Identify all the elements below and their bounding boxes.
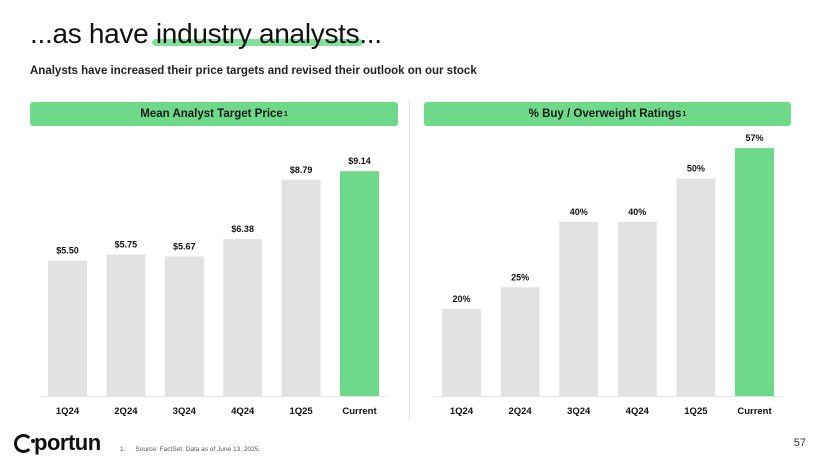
footnote: 1. Source: FactSet. Data as of June 13, 2… (120, 446, 260, 453)
price-bar-4q24 (223, 239, 263, 396)
title-highlight: industry analysts (151, 18, 364, 49)
buy-ratings-title: % Buy / Overweight Ratings (528, 108, 682, 120)
page-number: 57 (793, 437, 806, 449)
price-category-label: 4Q24 (231, 406, 255, 417)
price-value-label: $9.14 (348, 156, 371, 166)
buy-value-label: 40% (570, 207, 588, 217)
buy-ratings-chart: 20% 1Q24 25% 2Q24 40% 3Q24 40% 4Q24 50% 1Q25 57% Cu… (434, 133, 782, 417)
buy-value-label: 40% (628, 207, 646, 217)
buy-category-label: 4Q24 (626, 406, 650, 417)
buy-bar-1q24 (442, 309, 481, 396)
price-category-label: 2Q24 (114, 406, 138, 417)
price-value-label: $8.79 (290, 165, 313, 175)
buy-bar-1q25 (676, 178, 716, 396)
target-price-title: Mean Analyst Target Price (140, 108, 283, 120)
panel-divider (409, 100, 410, 420)
buy-category-label: Current (737, 406, 772, 417)
target-price-chart: $5.50 1Q24 $5.75 2Q24 $5.67 3Q24 $6.38 4Q24 $8.7… (40, 156, 387, 417)
buy-bar-4q24 (617, 222, 657, 396)
price-category-label: 3Q24 (173, 406, 197, 417)
buy-bar-current (735, 148, 774, 396)
price-value-label: $5.75 (115, 240, 138, 250)
logo-text: portun (34, 430, 101, 455)
price-value-label: $5.50 (56, 246, 79, 256)
price-category-label: Current (342, 406, 377, 417)
oportun-logo: portun (14, 430, 101, 456)
buy-bar-3q24 (559, 222, 599, 396)
price-bar-1q24 (48, 260, 87, 396)
price-bar-current (340, 171, 379, 396)
buy-category-label: 3Q24 (567, 406, 591, 417)
price-bar-1q25 (281, 179, 321, 396)
target-price-footnote-ref: 1 (283, 110, 288, 118)
buy-value-label: 50% (687, 164, 705, 174)
price-bar-2q24 (106, 254, 146, 396)
title-prefix: ...as have (30, 18, 156, 49)
price-category-label: 1Q24 (56, 406, 80, 417)
buy-value-label: 25% (511, 272, 529, 282)
buy-category-label: 2Q24 (508, 406, 532, 417)
price-category-label: 1Q25 (289, 406, 313, 417)
buy-value-label: 20% (452, 294, 470, 304)
price-value-label: $6.38 (231, 224, 254, 234)
buy-ratings-header: % Buy / Overweight Ratings 1 (424, 102, 791, 126)
footnote-number: 1. (120, 446, 126, 453)
footnote-text: Source: FactSet. Data as of June 13, 202… (135, 446, 261, 453)
buy-value-label: 57% (745, 133, 763, 143)
buy-bar-2q24 (500, 287, 540, 396)
price-value-label: $5.67 (173, 242, 196, 252)
buy-category-label: 1Q24 (450, 406, 474, 417)
page-subtitle: Analysts have increased their price targ… (30, 65, 477, 77)
logo-o-icon (14, 433, 35, 453)
buy-category-label: 1Q25 (684, 406, 708, 417)
title-suffix: ... (359, 18, 382, 49)
page-title: ...as have industry analysts... (30, 18, 382, 50)
target-price-header: Mean Analyst Target Price 1 (30, 102, 398, 126)
buy-ratings-footnote-ref: 1 (682, 110, 687, 118)
price-bar-3q24 (164, 256, 204, 396)
